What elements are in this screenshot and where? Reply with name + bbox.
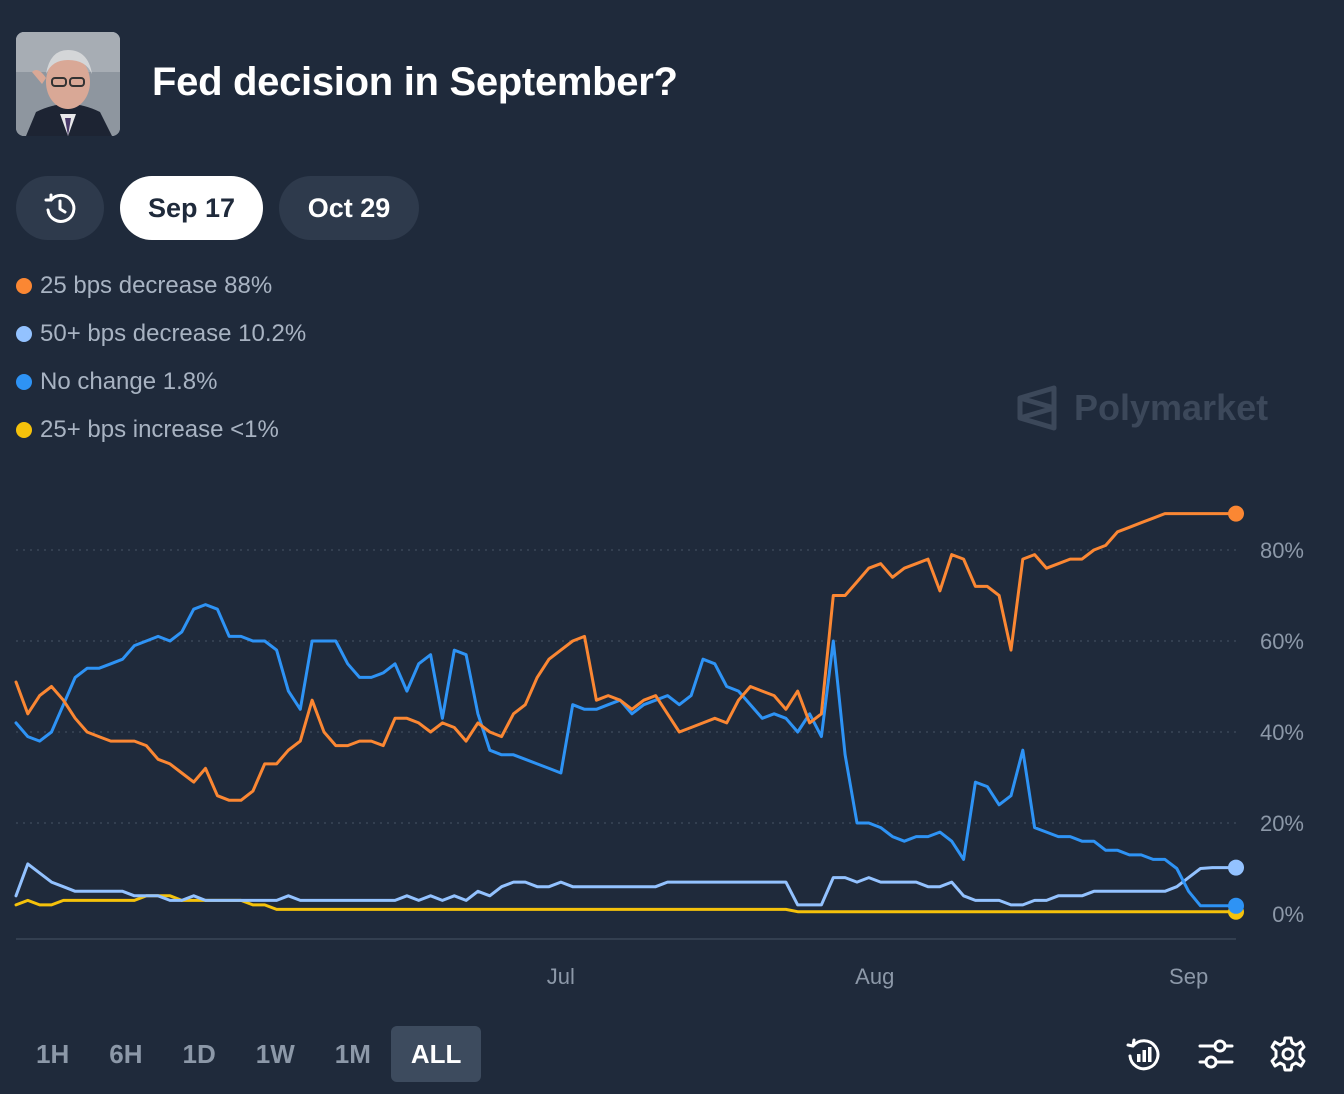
legend-item-25bps-increase: 25+ bps increase <1% [16,406,306,454]
time-range-1d[interactable]: 1D [182,1038,216,1069]
settings-gear-icon [1270,1036,1306,1072]
legend-dot-icon [16,326,32,342]
time-range-1m[interactable]: 1M [334,1038,371,1069]
series-end-dot [1228,859,1244,876]
legend-item-no-change: No change 1.8% [16,358,306,406]
series-line-no-change [14,603,1238,908]
history-button[interactable] [16,176,104,240]
legend-item-50bps-decrease: 50+ bps decrease 10.2% [16,310,306,358]
y-tick-label: 60% [1260,629,1304,654]
legend-label: No change 1.8% [40,368,218,395]
series-line-25-bps-decrease [14,512,1238,802]
page-title: Fed decision in September? [152,60,678,104]
price-history-chart[interactable]: 0% 20% 40% 60% 80% Jul Aug Sep [0,470,1344,1000]
series-line-50-bps-decrease [14,862,1238,907]
legend-label: 25+ bps increase <1% [40,416,279,443]
history-clock-icon [44,193,76,223]
legend-dot-icon [16,278,32,294]
settings-button[interactable] [1268,1034,1308,1074]
y-tick-label: 40% [1260,720,1304,745]
y-tick-label: 0% [1272,902,1304,927]
watermark-text: Polymarket [1074,387,1269,428]
y-tick-label: 80% [1260,538,1304,563]
tab-sep-17[interactable]: Sep 17 [120,176,263,240]
filter-button[interactable] [1196,1034,1236,1074]
time-range-1h[interactable]: 1H [36,1038,70,1069]
portrait-avatar [16,32,120,136]
time-range-6h[interactable]: 6H [109,1038,143,1069]
legend-item-25bps-decrease: 25 bps decrease 88% [16,262,306,310]
polymarket-logo-icon [1017,385,1057,431]
chart-replay-icon [1126,1038,1160,1071]
filter-sliders-icon [1198,1039,1234,1069]
x-tick-label: Aug [855,964,894,989]
y-tick-label: 20% [1260,811,1304,836]
x-tick-label: Jul [547,964,575,989]
tab-oct-29[interactable]: Oct 29 [279,176,419,240]
chart-legend: 25 bps decrease 88% 50+ bps decrease 10.… [16,262,306,454]
series-end-dot [1228,897,1244,914]
chart-replay-button[interactable] [1124,1034,1164,1074]
legend-dot-icon [16,374,32,390]
polymarket-watermark: Polymarket [1016,384,1268,432]
time-range-1w[interactable]: 1W [255,1038,295,1069]
legend-dot-icon [16,422,32,438]
time-range-all[interactable]: ALL [390,1026,482,1082]
series-end-dot [1228,505,1244,522]
time-range-selector: 1H 6H 1D 1W 1M ALL [16,1026,482,1082]
x-tick-label: Sep [1169,964,1208,989]
legend-label: 25 bps decrease 88% [40,272,273,299]
legend-label: 50+ bps decrease 10.2% [40,320,307,347]
